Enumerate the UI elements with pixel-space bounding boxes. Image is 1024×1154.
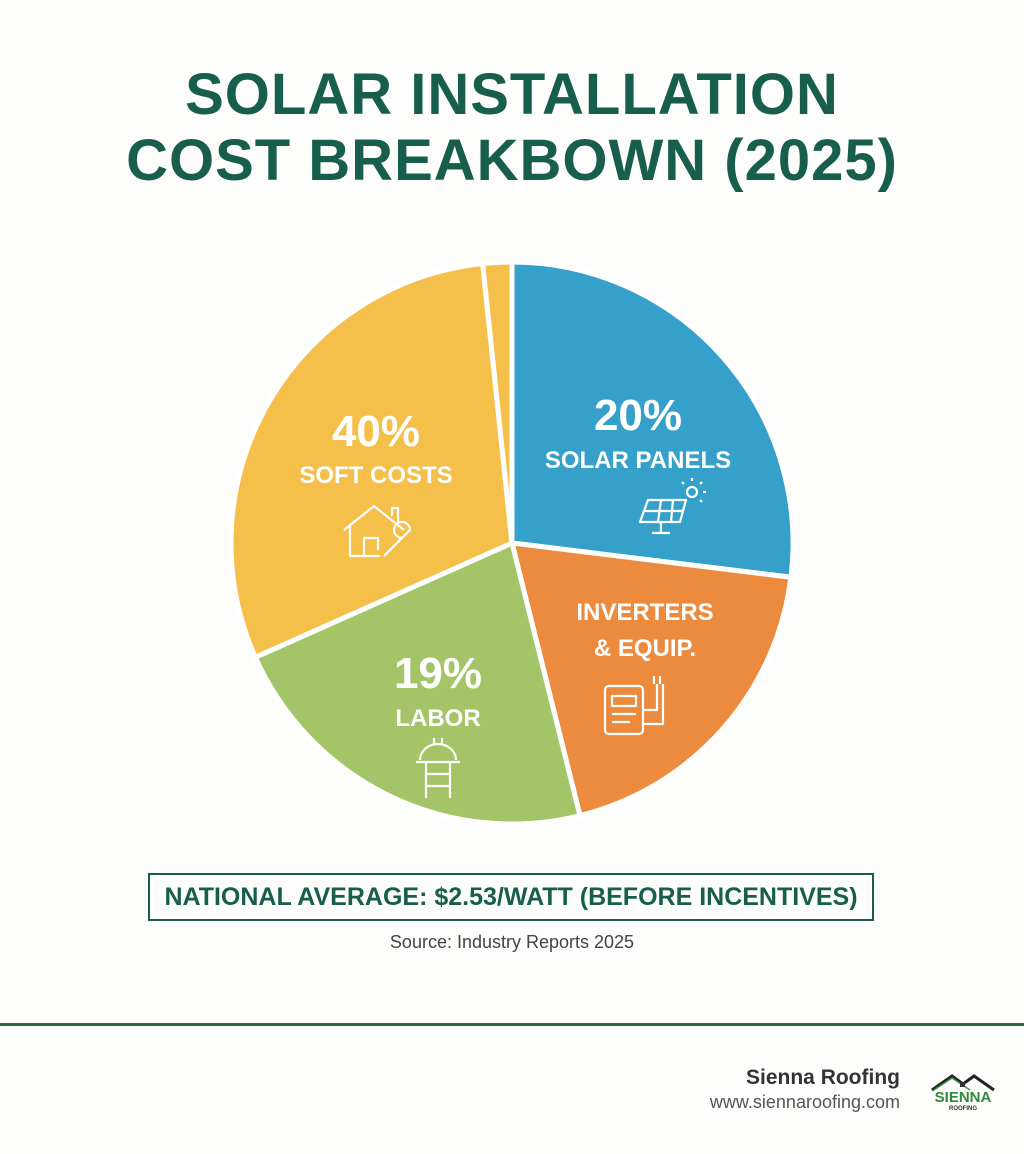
sienna-roofing-logo: SIENNA ROOFING	[931, 1074, 995, 1112]
inverter-icon	[603, 676, 665, 736]
slice-label-solar: SOLAR PANELS	[545, 447, 731, 474]
slice-percent-solar: 20%	[594, 391, 682, 440]
slice-percent-soft: 40%	[332, 407, 420, 456]
national-average-note: NATIONAL AVERAGE: $2.53/WATT (BEFORE INC…	[148, 873, 874, 921]
slice-sliver	[479, 259, 515, 544]
source-text: Source: Industry Reports 2025	[389, 932, 635, 952]
slice-label-labor: LABOR	[395, 705, 480, 732]
house-wrench-icon	[343, 504, 412, 558]
slice-soft-costs	[228, 260, 515, 661]
svg-text:ROOFING: ROOFING	[949, 1106, 977, 1112]
slice-label-soft: SOFT COSTS	[299, 462, 452, 489]
brand-name: Sienna Roofing	[746, 1066, 900, 1089]
hard-hat-ladder-icon	[416, 738, 460, 798]
footer-divider	[0, 1023, 1024, 1026]
pie-chart: 20% SOLAR PANELS INVERTERS & EQUIP. 19% …	[228, 259, 796, 827]
slice-percent-labor: 19%	[394, 649, 482, 698]
solar-panel-icon	[638, 478, 706, 535]
slice-labor	[251, 539, 584, 827]
slice-label-inverters-1: INVERTERS	[576, 599, 713, 626]
brand-block: Sienna Roofing www.siennaroofing.com	[710, 1066, 900, 1113]
title-line-2: COST BREAKBOWN (2025)	[126, 128, 898, 193]
slice-label-inverters-2: & EQUIP.	[594, 635, 696, 662]
slice-inverters	[508, 540, 794, 819]
brand-url[interactable]: www.siennaroofing.com	[709, 1092, 900, 1112]
chart-title: SOLAR INSTALLATION COST BREAKBOWN (2025)	[0, 62, 1024, 194]
slice-solar-panels	[509, 259, 796, 581]
title-line-1: SOLAR INSTALLATION	[185, 62, 839, 127]
svg-text:SIENNA: SIENNA	[935, 1089, 992, 1106]
